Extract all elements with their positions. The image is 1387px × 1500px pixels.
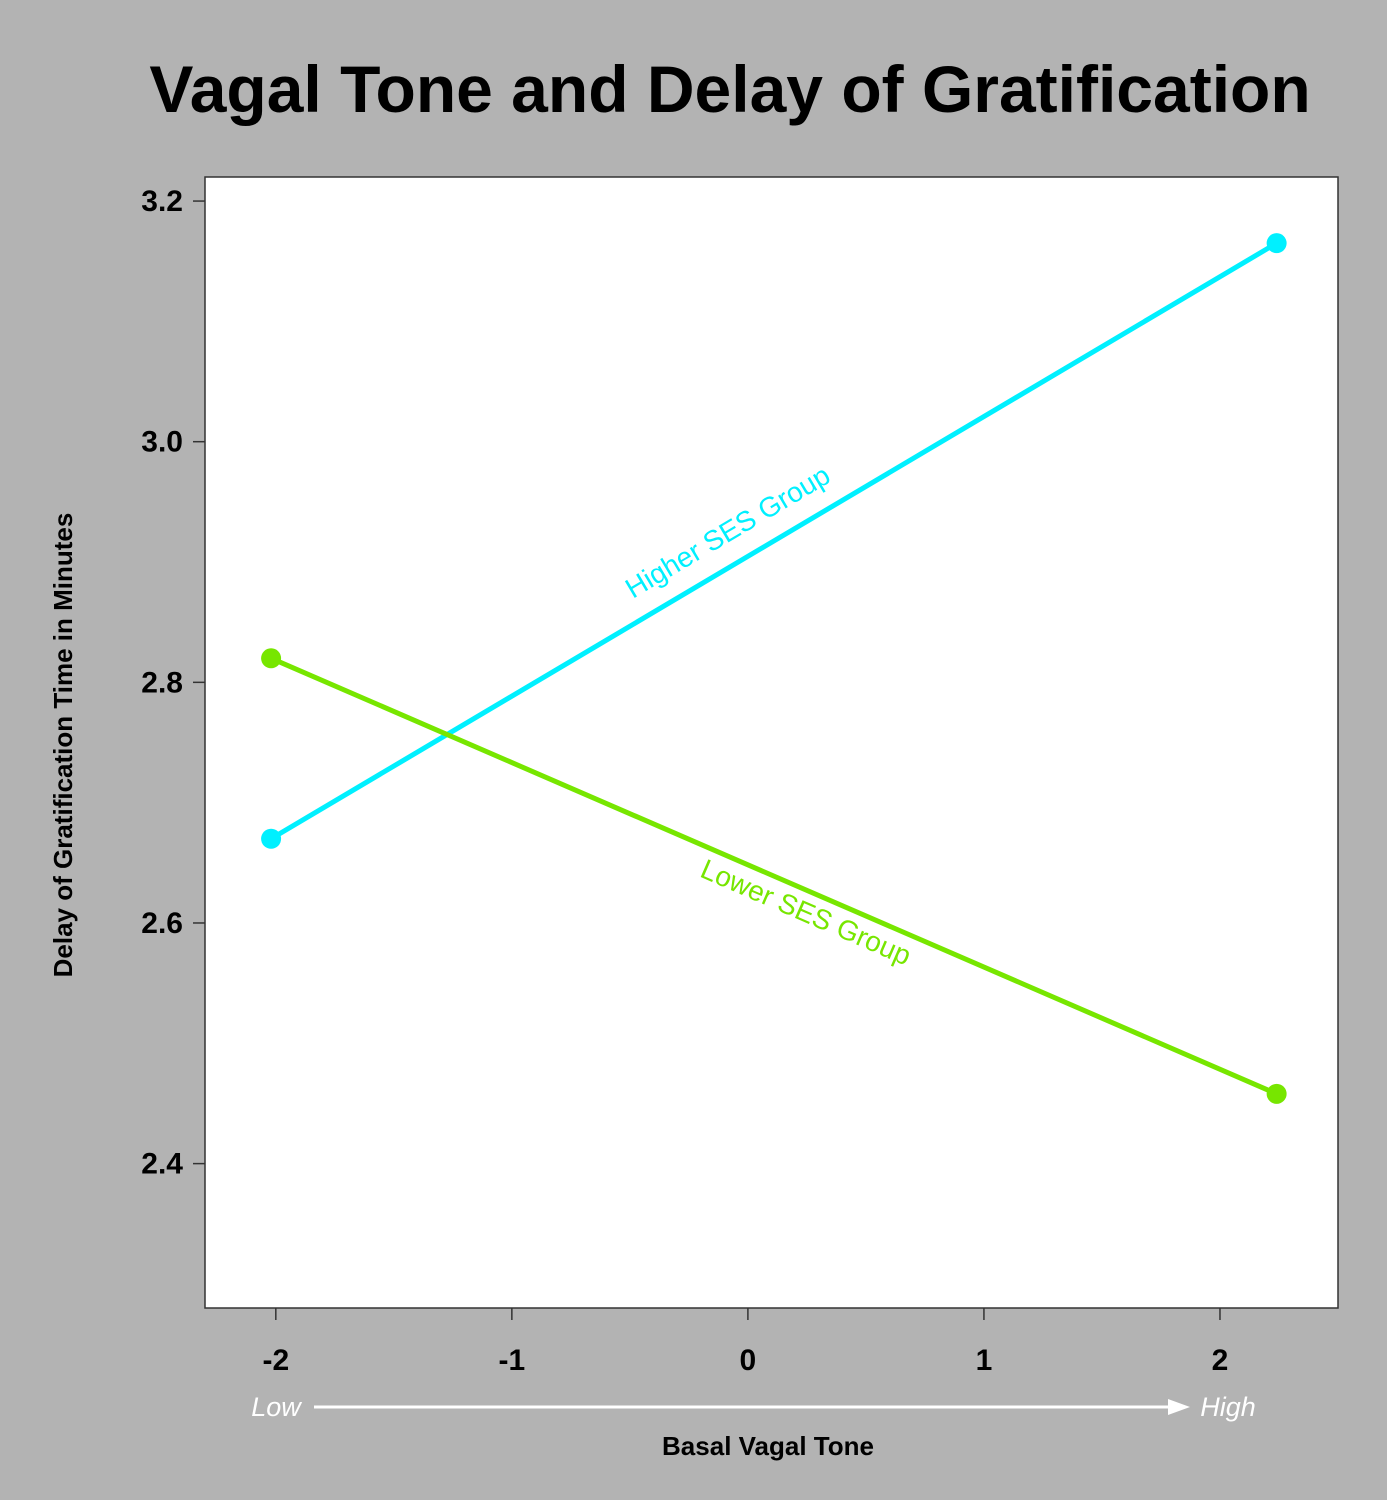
y-tick-label: 2.4: [141, 1148, 183, 1181]
x-range-arrow: [314, 1399, 1190, 1415]
y-tick-label: 3.0: [141, 426, 183, 459]
x-range-low-label: Low: [251, 1392, 302, 1422]
data-point: [1266, 233, 1287, 254]
data-point: [261, 648, 282, 669]
data-point: [261, 828, 282, 849]
x-tick-label: -1: [499, 1344, 526, 1377]
x-tick-label: 1: [976, 1344, 993, 1377]
y-axis: 2.4 2.6 2.8 3.0 3.2: [141, 185, 205, 1181]
x-axis: -2 -1 0 1 2: [262, 1308, 1228, 1377]
y-tick-label: 2.6: [141, 907, 183, 940]
series-line-lower-ses-group: [268, 655, 1280, 1097]
y-tick-label: 2.8: [141, 666, 183, 699]
x-tick-label: 0: [740, 1344, 757, 1377]
plot-area: [204, 176, 1339, 1309]
y-axis-title: Delay of Gratification Time in Minutes: [48, 513, 78, 978]
y-tick-label: 3.2: [141, 185, 183, 218]
series-line-higher-ses-group: [268, 240, 1280, 842]
x-tick-label: -2: [262, 1344, 289, 1377]
x-tick-label: 2: [1212, 1344, 1229, 1377]
chart-title: Vagal Tone and Delay of Gratification: [149, 52, 1310, 126]
x-range-high-label: High: [1200, 1392, 1256, 1422]
x-axis-title: Basal Vagal Tone: [662, 1431, 874, 1461]
data-point: [1266, 1083, 1287, 1104]
